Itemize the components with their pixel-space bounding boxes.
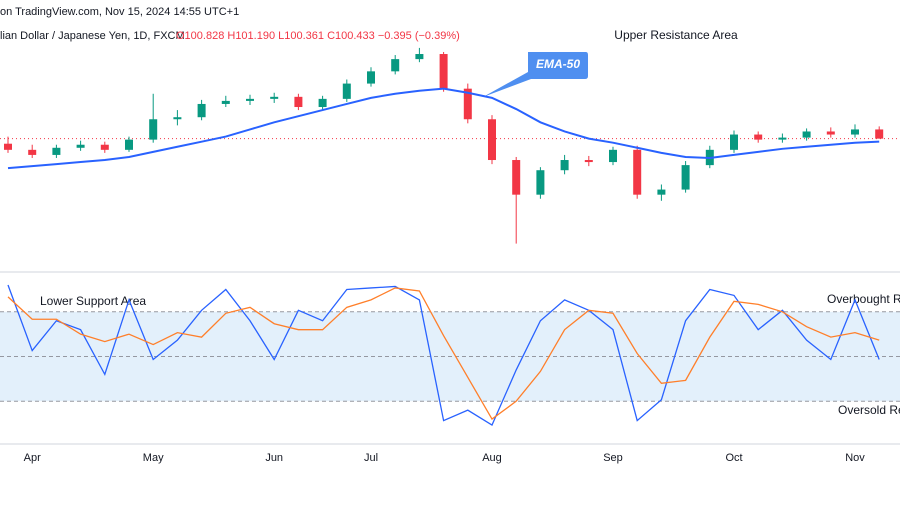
candle-body (536, 170, 545, 195)
candle-body (367, 71, 375, 84)
annotation: Upper Resistance Area (614, 28, 738, 42)
x-tick-label: Oct (725, 452, 742, 464)
symbol: lian Dollar / Japanese Yen, 1D, FXCM (0, 30, 185, 42)
source-line: on TradingView.com, Nov 15, 2024 14:55 U… (0, 6, 239, 18)
x-tick-label: Nov (845, 452, 865, 464)
candle-body (609, 149, 617, 163)
candle-body (173, 117, 182, 120)
candle-body (149, 119, 158, 140)
candle-body (754, 134, 763, 140)
candle-body (125, 139, 133, 150)
candle-body (657, 189, 666, 195)
candle-body (4, 143, 12, 150)
candle-body (488, 119, 496, 161)
candle-body (318, 98, 327, 108)
stoch-line (7, 284, 880, 426)
x-tick-label: Jun (265, 452, 283, 464)
candle-body (342, 83, 351, 99)
candle-body (875, 129, 884, 139)
candle-body (512, 160, 521, 195)
candle-body (463, 88, 472, 120)
candle-body (391, 59, 400, 72)
candle-body (439, 54, 448, 89)
candle-body (802, 131, 811, 138)
candle-body (246, 98, 254, 101)
candle-body (28, 149, 37, 155)
annotation: Overbought Re (827, 292, 900, 306)
ema-line (7, 87, 880, 170)
stoch-line (7, 287, 880, 421)
candle-body (415, 54, 424, 60)
candle-body (197, 103, 206, 118)
candle-body (221, 100, 230, 104)
candle-body (270, 96, 279, 99)
candle-body (851, 129, 859, 135)
annotation: Lower Support Area (40, 294, 146, 308)
candle-body (826, 131, 835, 135)
annotation: Oversold Re (838, 403, 900, 417)
plot: Apr May Jun Jul Aug Sep Oct Nov (0, 47, 900, 464)
ema-label: EMA-50 (536, 57, 580, 71)
x-tick-label: Aug (482, 452, 502, 464)
candle-body (560, 160, 569, 171)
candle-body (778, 137, 787, 140)
candle-body (76, 144, 85, 148)
candle-body (681, 165, 690, 190)
candle-body (52, 147, 61, 155)
x-tick-label: Sep (603, 452, 623, 464)
callout (483, 52, 588, 97)
x-tick-label: Jul (364, 452, 378, 464)
ohlc: O100.828 H101.190 L100.361 C100.433 −0.3… (176, 30, 460, 42)
x-tick-label: May (143, 452, 164, 464)
candle-body (633, 149, 642, 195)
candle-body (294, 96, 303, 108)
candle-body (730, 134, 738, 150)
x-tick-label: Apr (24, 452, 41, 464)
candle-body (584, 160, 593, 163)
candle-body (100, 144, 109, 150)
